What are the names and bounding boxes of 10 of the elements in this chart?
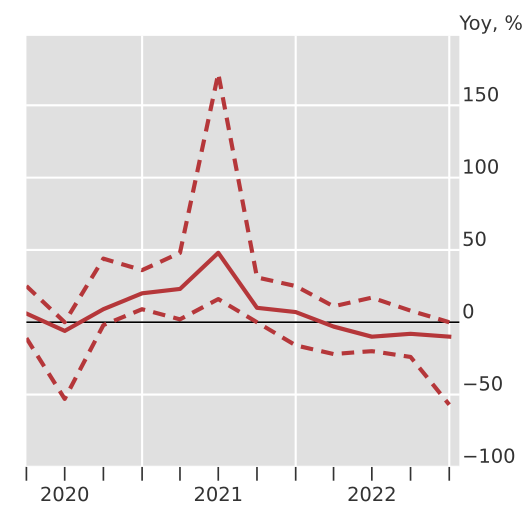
y-tick-label: −100 bbox=[464, 448, 514, 464]
y-tick-label: −50 bbox=[464, 376, 502, 391]
x-tick-label: 2020 bbox=[41, 486, 88, 502]
x-tick-label: 2022 bbox=[348, 486, 395, 502]
y-tick-label: 0 bbox=[463, 304, 474, 318]
x-tick-label: 2021 bbox=[194, 486, 242, 502]
y-axis-title: Yoy, % bbox=[459, 15, 522, 34]
y-tick-label: 150 bbox=[464, 86, 498, 102]
y-tick-label: 100 bbox=[464, 159, 498, 174]
y-tick-label: 50 bbox=[464, 231, 486, 246]
